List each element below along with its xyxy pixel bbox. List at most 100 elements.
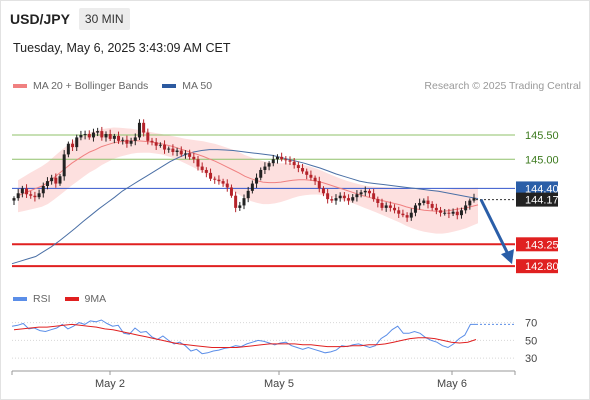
candle-body [317,181,321,189]
candle-body [196,159,200,167]
ma50-swatch [162,84,177,88]
candle-body [204,169,208,173]
rsi-legend: RSI 9MA [13,293,106,305]
candle-body [250,183,254,191]
candle-body [313,177,317,182]
current-price-label: 144.17 [525,195,559,207]
candle-body [229,187,233,196]
candle-body [388,205,392,208]
candle-body [292,161,296,166]
level-label-142-80: 142.80 [525,261,559,273]
candle-body [367,190,371,194]
candle-body [121,139,125,141]
candle-body [426,200,430,204]
candle-body [397,210,401,214]
candle-body [91,132,95,138]
candle-body [142,122,146,133]
candle-body [179,150,183,155]
candle-body [217,179,221,182]
candle-body [301,168,305,172]
candle-body [422,200,426,204]
candle-body [234,195,238,208]
candle-body [409,212,413,218]
candle-body [50,177,54,182]
candle-body [288,160,292,162]
candle-body [146,132,150,141]
candle-body [20,188,24,194]
rsi-ma-line [13,323,477,348]
candle-body [267,163,271,167]
candle-body [321,188,325,194]
candle-body [200,166,204,170]
candle-body [158,144,162,146]
level-label-145-00: 145.00 [525,154,559,166]
candle-body [342,195,346,199]
candle-body [25,188,29,195]
candle-body [192,156,196,160]
candle-body [213,178,217,180]
candle-body [296,165,300,169]
level-tag-142-80 [516,259,558,274]
ma20-legend-label: MA 20 + Bollinger Bands [33,80,149,92]
price-legend: MA 20 + Bollinger Bands MA 50 [13,80,212,92]
candle-body [58,176,62,184]
candle-body [263,166,267,170]
candle-body [413,205,417,213]
candle-body [71,143,75,148]
symbol-label: USD/JPY [10,11,70,27]
candle-body [41,186,45,194]
candle-body [372,193,376,200]
bollinger-band-area [18,127,478,234]
candle-body [459,210,463,216]
x-tick-label-2: May 6 [437,378,467,390]
candle-body [238,205,242,208]
candle-body [468,200,472,206]
candle-body [347,198,351,201]
candle-body [338,195,342,199]
rsi-tick-30: 30 [525,353,537,365]
candle-body [66,143,70,155]
rsi-swatch [13,297,27,301]
current-price-tag [516,192,558,207]
candle-body [75,137,79,148]
timeframe-button[interactable]: 30 MIN [78,8,130,30]
ma9-legend-label: 9MA [84,293,107,305]
candle-body [326,193,330,200]
candle-body [443,212,447,214]
projection-arrow-shaft [479,198,511,257]
ma50-legend-label: MA 50 [182,80,213,92]
candle-body [83,134,87,136]
candle-body [405,215,409,218]
candle-body [133,137,137,141]
candle-body [96,131,100,133]
level-tag-144-40 [516,181,558,196]
candle-body [309,174,313,178]
candle-body [188,153,192,157]
candle-body [175,150,179,152]
candle-body [275,156,279,160]
candle-body [363,190,367,193]
rsi-legend-label: RSI [33,293,51,305]
candle-body [401,213,405,216]
level-label-144-40: 144.40 [525,183,559,195]
candle-body [271,159,275,164]
candle-body [29,194,33,196]
candle-body [171,148,175,152]
candle-body [464,205,468,211]
candle-body [380,203,384,208]
candle-body [418,203,422,206]
level-tag-143-25 [516,237,558,252]
timestamp: Tuesday, May 6, 2025 3:43:09 AM CET [13,41,231,55]
level-label-143-25: 143.25 [525,239,559,251]
chart-header: USD/JPY 30 MIN [10,8,130,30]
x-tick-label-0: May 2 [95,378,125,390]
candle-body [259,169,263,178]
candle-body [100,131,104,138]
candle-body [359,192,363,195]
candle-body [434,207,438,211]
candle-body [154,142,158,146]
candle-body [280,156,284,160]
candle-body [225,183,229,188]
candle-body [167,148,171,150]
